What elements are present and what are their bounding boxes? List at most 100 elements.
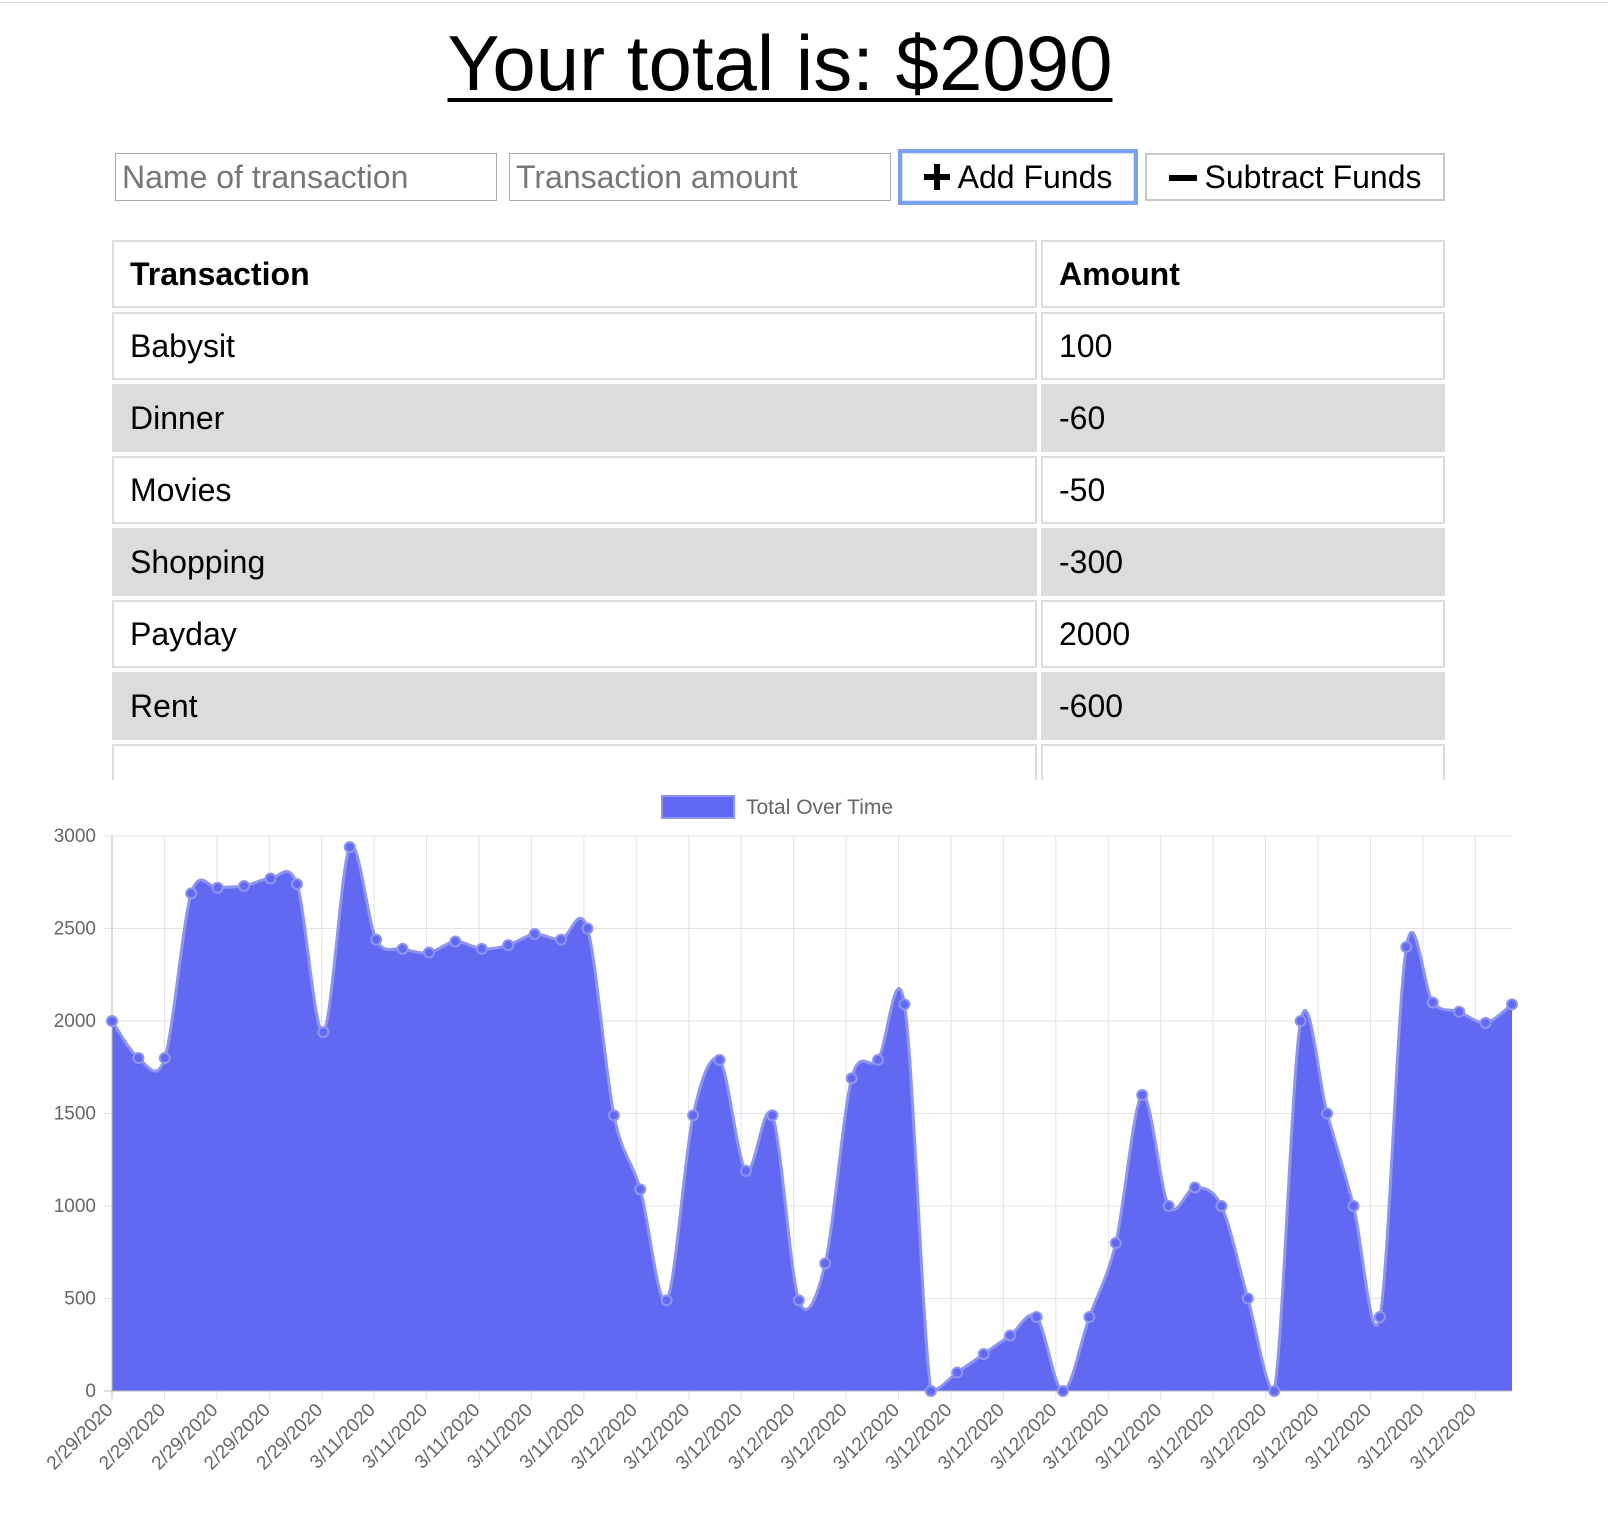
transaction-name: Shopping [112, 528, 1037, 596]
data-point [766, 1109, 779, 1122]
y-tick-label: 500 [64, 1289, 96, 1310]
transactions-table-container[interactable]: Transaction Amount Babysit 100 Dinner -6… [112, 240, 1445, 780]
data-point [211, 881, 224, 894]
data-point [1347, 1200, 1360, 1212]
data-point [1056, 1385, 1069, 1397]
data-point [1004, 1329, 1017, 1342]
data-point [845, 1072, 858, 1085]
transaction-name: Movies [112, 456, 1037, 524]
legend-label: Total Over Time [746, 796, 893, 819]
table-row: Babysit 100 [112, 312, 1445, 380]
data-point [607, 1109, 620, 1122]
subtract-funds-label: Subtract Funds [1204, 158, 1422, 195]
data-point [1241, 1292, 1254, 1305]
data-point [396, 942, 409, 955]
data-point [106, 1015, 118, 1027]
data-point [660, 1294, 673, 1307]
data-point [343, 841, 356, 854]
table-row: Movies -50 [112, 456, 1445, 524]
data-point [977, 1348, 990, 1360]
legend-swatch [661, 795, 735, 819]
data-point [634, 1183, 647, 1196]
data-point [924, 1385, 937, 1397]
data-point [1268, 1385, 1281, 1397]
top-divider [0, 2, 1608, 3]
plus-icon [923, 164, 950, 190]
data-point [581, 922, 594, 935]
table-row: Dinner -60 [112, 384, 1445, 452]
y-tick-label: 0 [85, 1381, 96, 1402]
table-row [112, 744, 1445, 780]
table-header-row: Transaction Amount [112, 240, 1445, 308]
table-row: Payday 2000 [112, 600, 1445, 668]
y-tick-label: 1000 [54, 1196, 96, 1217]
data-point [713, 1053, 726, 1066]
add-funds-button[interactable]: Add Funds [898, 149, 1138, 205]
data-point [1030, 1311, 1043, 1323]
data-point [1426, 996, 1439, 1009]
data-point [1162, 1200, 1175, 1212]
data-point [264, 872, 277, 885]
transaction-name [112, 744, 1037, 780]
transaction-amount: -60 [1041, 384, 1445, 452]
transactions-table: Transaction Amount Babysit 100 Dinner -6… [112, 240, 1445, 780]
data-point [290, 878, 303, 891]
data-point [792, 1294, 805, 1307]
data-point [739, 1164, 752, 1177]
data-point [1453, 1005, 1466, 1018]
transaction-amount: 100 [1041, 312, 1445, 380]
header-transaction: Transaction [112, 240, 1037, 308]
data-point [475, 942, 488, 955]
data-point [1294, 1015, 1307, 1027]
data-point [1373, 1311, 1386, 1323]
data-point [370, 933, 383, 946]
data-point [238, 879, 251, 892]
page-title: Your total is: $2090 [447, 19, 1113, 107]
y-tick-label: 3000 [54, 826, 96, 847]
transaction-amount [1041, 744, 1445, 780]
transaction-name-input[interactable] [115, 153, 497, 201]
data-point [132, 1052, 145, 1064]
data-point [158, 1052, 171, 1064]
data-point [1215, 1200, 1228, 1212]
data-point [1479, 1016, 1492, 1029]
transaction-amount: 2000 [1041, 600, 1445, 668]
y-tick-label: 2500 [54, 919, 96, 940]
total-over-time-chart: 0500100015002000250030002/29/20202/29/20… [43, 795, 1518, 1474]
data-point [1321, 1107, 1334, 1120]
data-point [528, 928, 541, 941]
transaction-name: Babysit [112, 312, 1037, 380]
data-point [819, 1257, 832, 1270]
area-fill [112, 845, 1512, 1391]
transaction-amount: -600 [1041, 672, 1445, 740]
transaction-name: Payday [112, 600, 1037, 668]
y-tick-label: 1500 [54, 1104, 96, 1125]
table-row: Shopping -300 [112, 528, 1445, 596]
data-point [872, 1053, 885, 1066]
data-point [898, 998, 911, 1011]
data-point [1400, 941, 1413, 953]
data-point [185, 887, 198, 900]
table-row: Rent -600 [112, 672, 1445, 740]
data-point [1506, 998, 1518, 1011]
data-point [1083, 1311, 1096, 1323]
data-point [687, 1109, 700, 1122]
data-point [317, 1026, 330, 1039]
data-point [502, 939, 515, 952]
data-point [422, 946, 435, 959]
transaction-name: Dinner [112, 384, 1037, 452]
y-tick-label: 2000 [54, 1011, 96, 1032]
data-point [1189, 1181, 1202, 1194]
transaction-amount: -300 [1041, 528, 1445, 596]
minus-icon [1168, 164, 1197, 190]
transaction-amount: -50 [1041, 456, 1445, 524]
transaction-amount-input[interactable] [509, 153, 891, 201]
data-point [449, 935, 462, 948]
transaction-name: Rent [112, 672, 1037, 740]
data-point [555, 933, 568, 946]
data-point [1136, 1089, 1149, 1101]
data-point [951, 1366, 964, 1379]
subtract-funds-button[interactable]: Subtract Funds [1145, 153, 1445, 201]
data-point [1109, 1237, 1122, 1249]
header-amount: Amount [1041, 240, 1445, 308]
